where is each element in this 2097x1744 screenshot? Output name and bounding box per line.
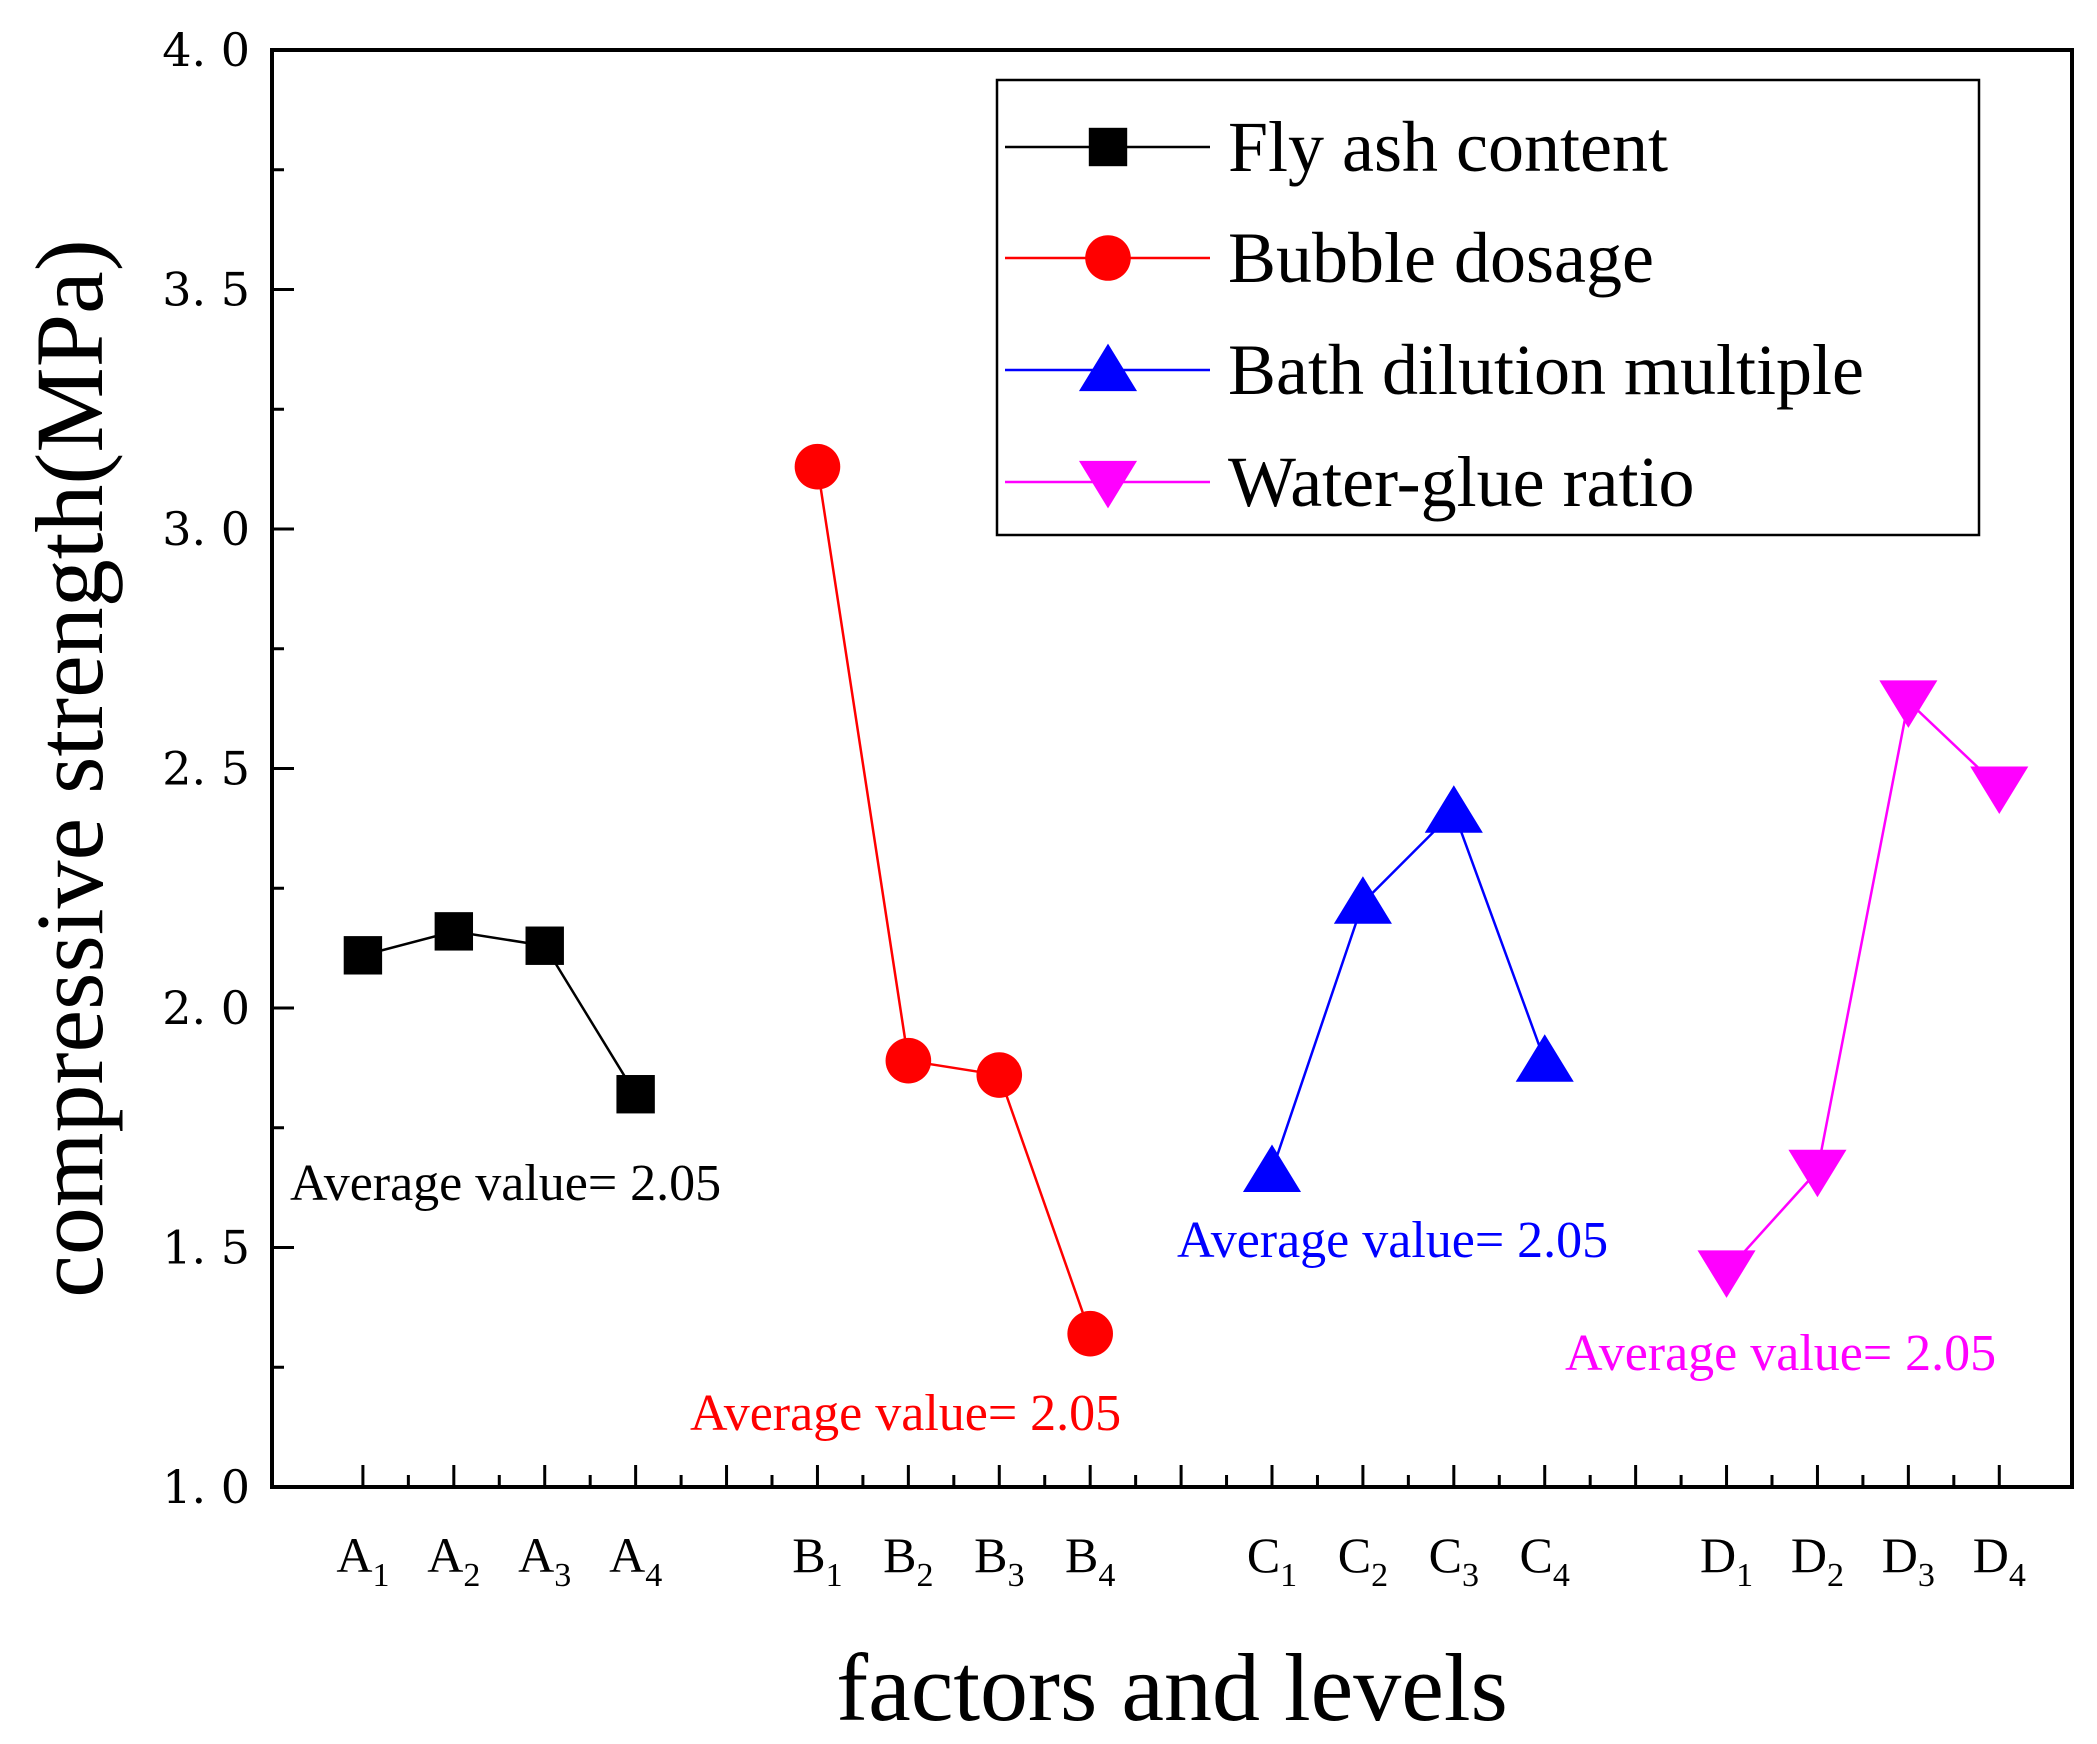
x-tick-label-main: D — [1700, 1527, 1736, 1583]
average-annotation: Average value= 2.05 — [690, 1385, 1121, 1442]
x-tick-label-sub: 4 — [2009, 1557, 2026, 1594]
data-point — [1970, 766, 2029, 815]
legend: Fly ash content Bubble dosage Bath dilutio… — [995, 78, 1981, 537]
x-tick-label: C4 — [1520, 1527, 1570, 1594]
x-tick-label-main: C — [1338, 1527, 1371, 1583]
series-3 — [1242, 785, 1574, 1192]
x-tick-label-sub: 2 — [917, 1557, 934, 1594]
y-tick-label: 1. 5 — [162, 1221, 250, 1275]
x-tick-label-main: D — [1882, 1527, 1918, 1583]
x-tick-label-main: A — [336, 1527, 372, 1583]
data-point — [1788, 1149, 1847, 1198]
legend-marker — [1078, 343, 1138, 392]
x-tick-label: B4 — [1065, 1527, 1115, 1594]
x-tick-label-main: A — [518, 1527, 554, 1583]
x-tick-label-sub: 1 — [372, 1557, 389, 1594]
x-tick-label: D1 — [1700, 1527, 1753, 1594]
x-tick-label: A1 — [336, 1527, 389, 1594]
y-axis-title: compressive strength(MPa) — [16, 239, 123, 1297]
x-tick-label-sub: 1 — [826, 1557, 843, 1594]
legend-label: Bath dilution multiple — [1228, 330, 1864, 410]
series-line — [1270, 809, 1546, 1172]
legend-label: Water-glue ratio — [1228, 442, 1695, 522]
x-axis-title: factors and levels — [836, 1634, 1508, 1741]
y-tick-label: 3. 5 — [162, 263, 250, 317]
x-tick-label-sub: 2 — [463, 1557, 480, 1594]
average-annotation: Average value= 2.05 — [1177, 1212, 1608, 1269]
x-tick-label-main: B — [883, 1527, 916, 1583]
data-point — [616, 1075, 655, 1114]
x-tick-label-main: B — [974, 1527, 1007, 1583]
legend-marker — [1078, 460, 1138, 509]
legend-label: Bubble dosage — [1228, 218, 1654, 298]
x-tick-label: C2 — [1338, 1527, 1388, 1594]
data-point — [1424, 785, 1483, 833]
series-line — [1725, 698, 2001, 1273]
data-point — [976, 1052, 1023, 1098]
x-tick-label-main: C — [1247, 1527, 1280, 1583]
data-point — [525, 926, 564, 965]
y-tick-label: 2. 0 — [162, 981, 250, 1035]
data-point — [1067, 1310, 1113, 1357]
legend-marker — [1088, 127, 1128, 167]
average-annotation: Average value= 2.05 — [1565, 1325, 1996, 1382]
x-tick-label-sub: 2 — [1371, 1557, 1388, 1594]
x-tick-label: A4 — [609, 1527, 662, 1594]
series-line — [362, 930, 637, 1095]
x-tick-label-sub: 3 — [1007, 1557, 1024, 1594]
x-tick-label-main: D — [1791, 1527, 1827, 1583]
y-tick-label: 4. 0 — [162, 23, 250, 77]
x-tick-label: B1 — [792, 1527, 842, 1594]
x-tick-label-main: D — [1973, 1527, 2009, 1583]
x-tick-label-main: C — [1520, 1527, 1553, 1583]
y-tick-label: 2. 5 — [162, 742, 250, 796]
x-tick-label-sub: 4 — [645, 1557, 662, 1594]
data-point — [343, 936, 383, 975]
x-tick-label-main: B — [1065, 1527, 1098, 1583]
data-point — [1242, 1144, 1302, 1192]
data-point — [1515, 1034, 1574, 1082]
x-tick-label: D3 — [1882, 1527, 1935, 1594]
series-line — [816, 466, 1092, 1335]
x-tick-label: A2 — [427, 1527, 480, 1594]
x-tick-label: C3 — [1429, 1527, 1479, 1594]
y-tick-label: 1. 0 — [162, 1460, 250, 1514]
x-tick-label-sub: 3 — [1462, 1557, 1479, 1594]
legend-label: Fly ash content — [1228, 107, 1668, 187]
x-tick-label-sub: 1 — [1736, 1557, 1753, 1594]
x-tick-label: B2 — [883, 1527, 933, 1594]
data-point — [1697, 1250, 1756, 1298]
series-1 — [343, 912, 655, 1114]
data-point — [1879, 680, 1938, 728]
x-tick-label: B3 — [974, 1527, 1024, 1594]
x-tick-label-sub: 3 — [554, 1557, 571, 1594]
x-tick-label: C1 — [1247, 1527, 1297, 1594]
x-tick-label-sub: 3 — [1918, 1557, 1935, 1594]
data-point — [794, 443, 841, 490]
series-4 — [1697, 680, 2029, 1298]
data-point — [1333, 876, 1392, 924]
data-point — [434, 912, 474, 951]
x-tick-label-main: C — [1429, 1527, 1462, 1583]
x-tick-label-sub: 4 — [1553, 1557, 1570, 1594]
x-tick-label-sub: 4 — [1098, 1557, 1115, 1594]
x-tick-label: A3 — [518, 1527, 571, 1594]
x-tick-label-main: A — [427, 1527, 463, 1583]
x-tick-label-main: A — [609, 1527, 645, 1583]
x-tick-label-main: B — [792, 1527, 825, 1583]
series-2 — [794, 443, 1113, 1357]
data-point — [885, 1037, 932, 1084]
x-tick-label-sub: 1 — [1280, 1557, 1297, 1594]
average-annotation: Average value= 2.05 — [290, 1155, 721, 1212]
y-tick-label: 3. 0 — [162, 502, 250, 556]
legend-box — [995, 78, 1981, 537]
x-tick-label: D2 — [1791, 1527, 1844, 1594]
x-tick-label-sub: 2 — [1827, 1557, 1844, 1594]
x-tick-label: D4 — [1973, 1527, 2026, 1594]
legend-marker — [1085, 235, 1131, 281]
